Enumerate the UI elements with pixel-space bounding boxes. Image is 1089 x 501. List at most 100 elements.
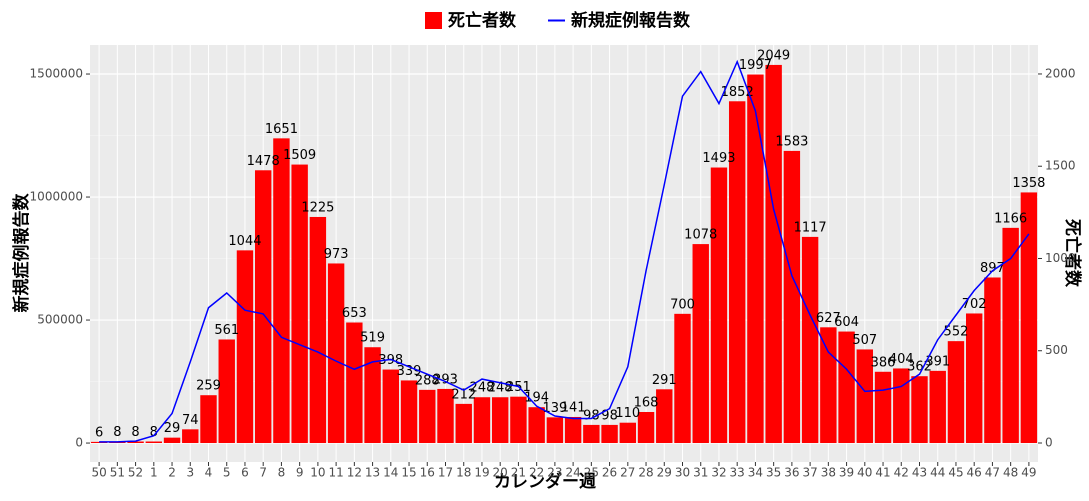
x-tick-label: 11	[328, 466, 343, 480]
legend-label: 死亡者数	[448, 10, 517, 31]
bar	[327, 263, 345, 443]
x-tick-label: 17	[438, 466, 453, 480]
value-label: 168	[634, 395, 659, 410]
x-tick-label: 13	[365, 466, 380, 480]
bar	[893, 368, 910, 443]
value-label: 391	[925, 354, 950, 369]
value-label: 552	[944, 325, 969, 340]
y-tick-label: 1000000	[30, 190, 83, 204]
y-tick-label: 0	[75, 436, 83, 450]
x-tick-label: 7	[259, 466, 267, 480]
x-axis-title: カレンダー週	[494, 471, 596, 492]
x-tick-label: 27	[620, 466, 635, 480]
bar	[728, 101, 746, 443]
value-label: 98	[601, 408, 618, 423]
x-tick-label: 51	[110, 466, 125, 480]
x-tick-label: 52	[128, 466, 143, 480]
x-tick-label: 9	[296, 466, 304, 480]
x-tick-label: 43	[912, 466, 927, 480]
x-tick-label: 50	[91, 466, 106, 480]
bar	[619, 422, 637, 443]
bar	[364, 347, 381, 443]
x-tick-label: 37	[802, 466, 817, 480]
value-label: 98	[583, 408, 600, 423]
bar	[346, 322, 363, 443]
x-tick-label: 1	[150, 466, 158, 480]
x-tick-label: 10	[310, 466, 325, 480]
value-label: 1478	[247, 154, 280, 169]
bar	[1020, 192, 1038, 443]
x-tick-label: 34	[748, 466, 763, 480]
value-label: 339	[397, 364, 422, 379]
bar	[182, 429, 199, 443]
value-label: 212	[451, 387, 476, 402]
value-label: 702	[962, 297, 987, 312]
bar	[546, 417, 564, 443]
bar	[911, 376, 928, 443]
bar	[145, 441, 163, 443]
x-tick-label: 20	[493, 466, 508, 480]
value-label: 1117	[794, 220, 827, 235]
bar	[236, 250, 254, 443]
value-label: 141	[561, 400, 586, 415]
x-tick-label: 32	[711, 466, 726, 480]
value-label: 1509	[283, 148, 316, 163]
y2-tick-label: 0	[1045, 435, 1053, 449]
x-tick-label: 23	[547, 466, 562, 480]
value-label: 627	[816, 311, 841, 326]
bar	[273, 138, 290, 443]
bar	[455, 403, 472, 443]
legend-label: 新規症例報告数	[571, 10, 691, 31]
bar	[820, 327, 837, 443]
x-tick-label: 41	[875, 466, 890, 480]
bar	[692, 244, 709, 443]
value-label: 1852	[721, 85, 754, 100]
legend-swatch	[425, 12, 442, 29]
y-tick-label: 1500000	[30, 67, 83, 81]
x-tick-label: 38	[821, 466, 836, 480]
value-label: 604	[834, 315, 859, 330]
x-tick-label: 31	[693, 466, 708, 480]
x-tick-label: 40	[857, 466, 872, 480]
x-tick-label: 12	[347, 466, 362, 480]
bar	[291, 164, 308, 443]
y2-tick-label: 1500	[1045, 159, 1076, 173]
value-label: 398	[378, 353, 403, 368]
bar	[801, 236, 819, 443]
x-tick-label: 4	[205, 466, 213, 480]
x-tick-label: 33	[730, 466, 745, 480]
bar	[947, 341, 965, 443]
bar	[583, 424, 600, 443]
bar	[874, 371, 892, 443]
bar	[491, 397, 509, 443]
x-tick-label: 35	[766, 466, 781, 480]
bar	[710, 167, 728, 443]
y2-tick-label: 1000	[1045, 251, 1076, 265]
value-label: 1225	[301, 200, 334, 215]
value-label: 1583	[775, 134, 808, 149]
value-label: 561	[214, 323, 239, 338]
value-label: 1651	[265, 122, 298, 137]
x-tick-label: 46	[967, 466, 982, 480]
bar	[200, 395, 217, 443]
x-tick-label: 18	[456, 466, 471, 480]
bar	[528, 407, 545, 443]
value-label: 404	[889, 352, 914, 367]
bar	[674, 313, 691, 443]
bar	[838, 331, 855, 443]
bar	[473, 397, 491, 443]
x-tick-label: 36	[784, 466, 799, 480]
value-label: 248	[470, 381, 495, 396]
bar	[984, 277, 1001, 443]
bar	[419, 389, 436, 443]
line	[99, 59, 1030, 443]
x-tick-label: 44	[930, 466, 945, 480]
value-label: 1044	[228, 234, 261, 249]
value-label: 8	[113, 425, 121, 440]
value-label: 291	[652, 373, 677, 388]
bar	[254, 170, 272, 443]
x-tick-label: 3	[186, 466, 194, 480]
bar	[856, 349, 874, 443]
x-tick-label: 49	[1021, 466, 1036, 480]
